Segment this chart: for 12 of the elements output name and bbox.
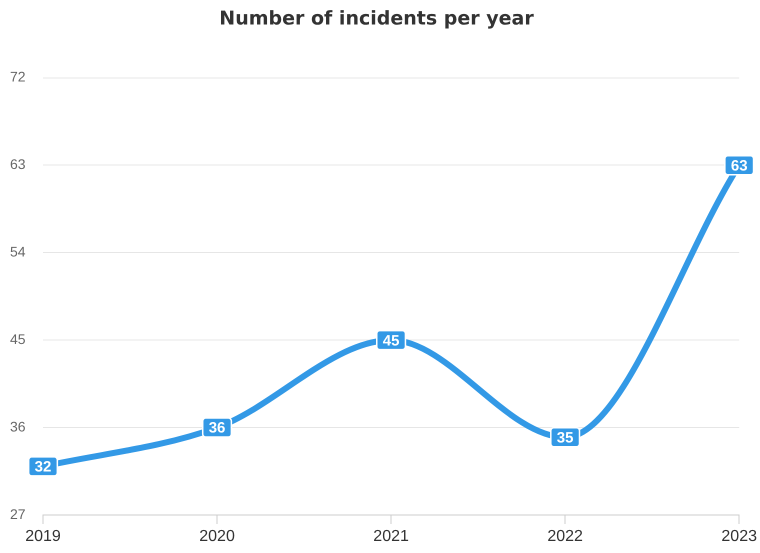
x-tick-label: 2019 [25,528,61,546]
y-tick-label: 27 [10,506,26,522]
y-tick-label: 45 [10,330,26,347]
y-tick-label: 63 [10,156,26,172]
chart-title: Number of incidents per year [219,7,534,30]
x-tick-label: 2022 [547,528,584,546]
x-tick-label: 2021 [373,528,409,546]
y-tick-label: 72 [10,68,26,85]
y-tick-label: 36 [10,418,26,434]
x-tick-label: 2020 [199,528,235,546]
y-tick-label: 54 [10,244,26,260]
x-tick-label: 2023 [721,528,758,546]
